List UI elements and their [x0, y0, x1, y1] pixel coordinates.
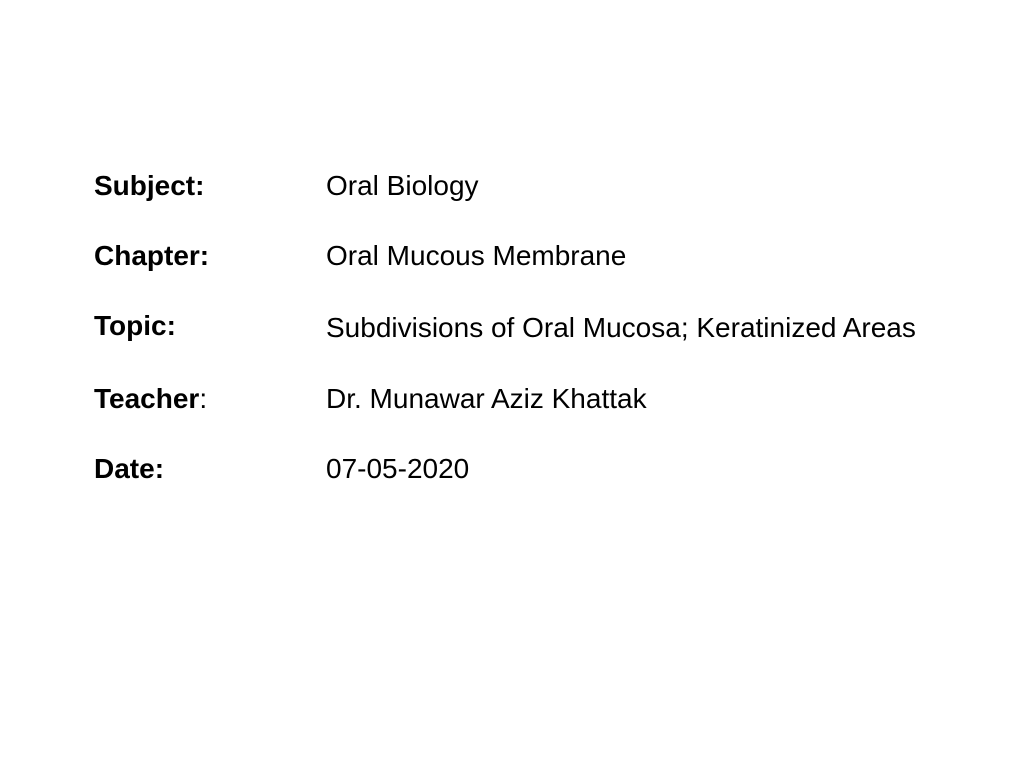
topic-label-col: Topic:: [94, 310, 326, 342]
subject-label-col: Subject:: [94, 170, 326, 202]
teacher-label-suffix: :: [199, 383, 207, 414]
chapter-value-col: Oral Mucous Membrane: [326, 240, 924, 272]
topic-value-col: Subdivisions of Oral Mucosa; Keratinized…: [326, 310, 924, 345]
date-value-col: 07-05-2020: [326, 453, 924, 485]
chapter-value: Oral Mucous Membrane: [326, 240, 626, 271]
subject-label: Subject:: [94, 170, 204, 201]
subject-value: Oral Biology: [326, 170, 479, 201]
chapter-label-col: Chapter:: [94, 240, 326, 272]
teacher-label-col: Teacher:: [94, 383, 326, 415]
topic-label: Topic:: [94, 310, 176, 341]
chapter-label: Chapter:: [94, 240, 209, 271]
document-content: Subject: Oral Biology Chapter: Oral Muco…: [94, 170, 924, 523]
subject-row: Subject: Oral Biology: [94, 170, 924, 202]
date-row: Date: 07-05-2020: [94, 453, 924, 485]
teacher-value: Dr. Munawar Aziz Khattak: [326, 383, 647, 414]
topic-value: Subdivisions of Oral Mucosa; Keratinized…: [326, 312, 916, 343]
subject-value-col: Oral Biology: [326, 170, 924, 202]
date-label: Date:: [94, 453, 164, 484]
topic-row: Topic: Subdivisions of Oral Mucosa; Kera…: [94, 310, 924, 345]
date-value: 07-05-2020: [326, 453, 469, 484]
teacher-label-prefix: Teacher: [94, 383, 199, 414]
teacher-value-col: Dr. Munawar Aziz Khattak: [326, 383, 924, 415]
date-label-col: Date:: [94, 453, 326, 485]
teacher-row: Teacher: Dr. Munawar Aziz Khattak: [94, 383, 924, 415]
chapter-row: Chapter: Oral Mucous Membrane: [94, 240, 924, 272]
